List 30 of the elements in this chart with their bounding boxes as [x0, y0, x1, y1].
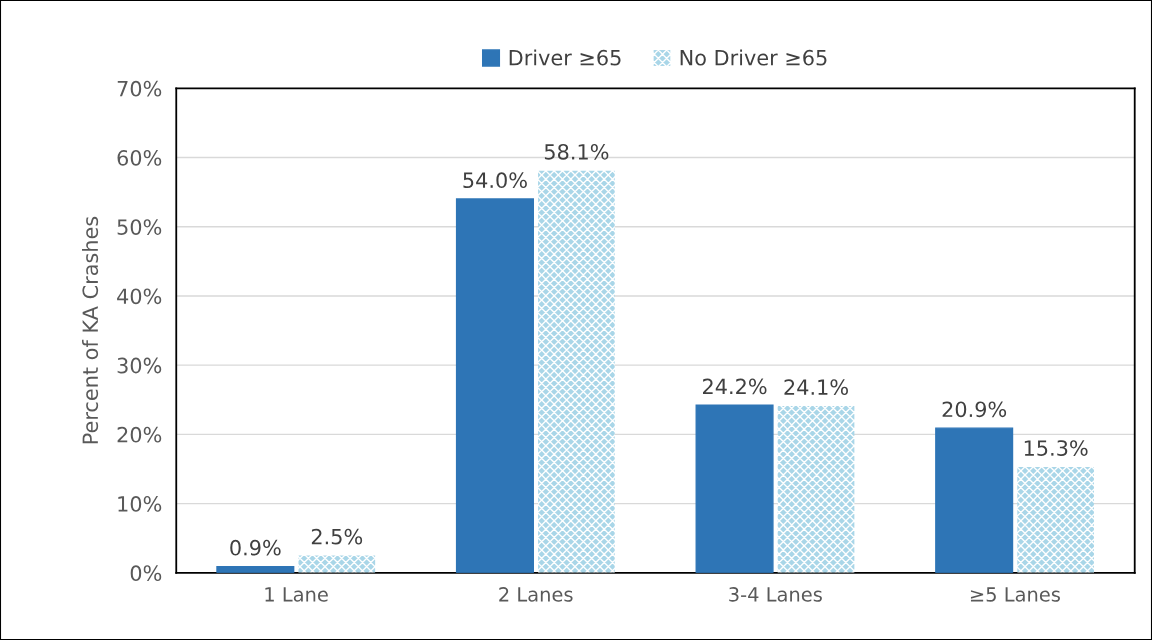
bar [298, 555, 376, 573]
text: 0.9% [230, 539, 281, 556]
bar [538, 170, 615, 573]
bar [935, 427, 1014, 573]
y-tick-label: 20% [117, 426, 162, 443]
legend-label: No Driver ≥65 [680, 49, 827, 66]
y-tick-label: 10% [118, 496, 162, 512]
x-tick-label: 3-4 Lanes [729, 587, 822, 602]
text: 24.1% [784, 379, 848, 396]
y-tick-label: 60% [117, 149, 162, 166]
text: 24.2% [703, 378, 767, 395]
y-axis-title: Percent of KA Crashes [82, 216, 99, 444]
y-tick-label: 0% [130, 565, 162, 582]
text: 2.5% [311, 528, 363, 545]
y-tick-label: 50% [117, 219, 162, 235]
y-tick-label: 30% [117, 357, 162, 374]
text: 15.3% [1024, 440, 1088, 456]
bar [455, 198, 534, 573]
bar [777, 406, 855, 573]
bar [695, 404, 774, 573]
y-tick-label: 40% [117, 288, 162, 305]
text: 54.0% [463, 172, 527, 189]
text: 20.9% [942, 401, 1007, 418]
legend-label: Driver ≥65 [509, 49, 621, 66]
bar [1017, 466, 1094, 573]
x-tick-label: 1 Lane [265, 587, 328, 602]
x-tick-label: ≥5 Lanes [970, 587, 1060, 602]
text: 58.1% [544, 143, 609, 160]
x-tick-label: 2 Lanes [499, 587, 573, 602]
y-tick-label: 70% [117, 80, 162, 97]
